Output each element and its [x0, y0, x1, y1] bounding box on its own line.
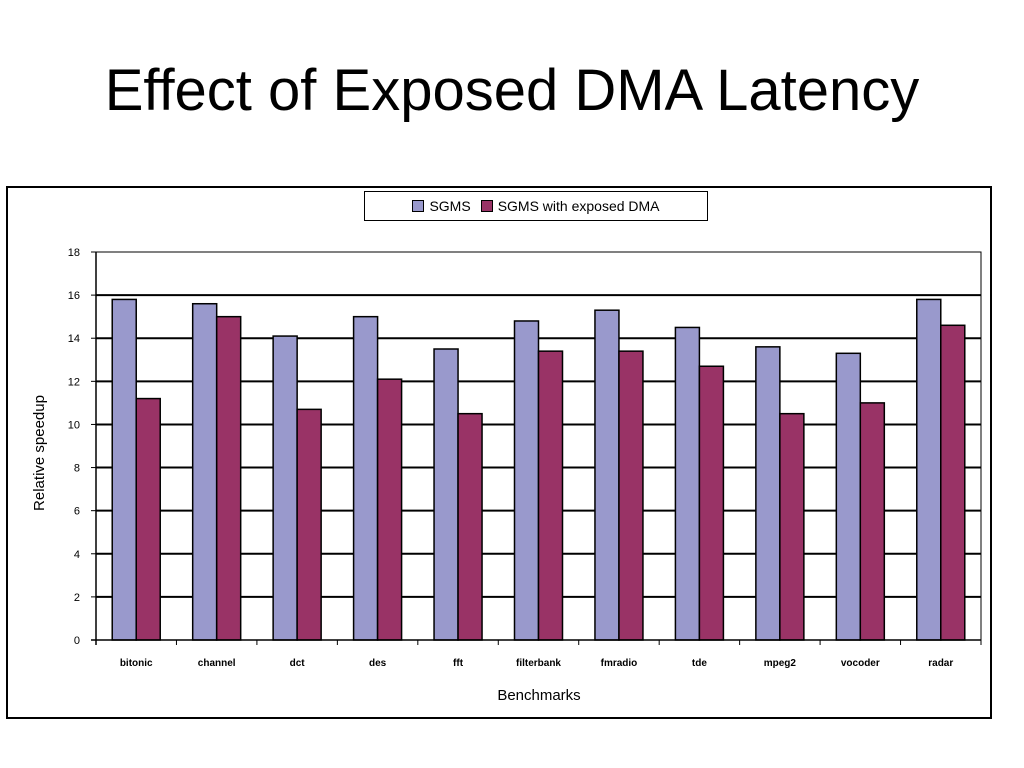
legend-swatch-sgms	[412, 200, 425, 212]
bar-sgms-des	[352, 315, 379, 641]
bar-exposed-dma-des	[376, 378, 403, 641]
legend-swatch-exposed-dma	[480, 200, 493, 212]
bar-exposed-dma-fft	[457, 412, 483, 641]
bar-sgms-fmradio	[594, 309, 620, 641]
y-tick-label: 18	[68, 247, 80, 259]
y-tick-label: 4	[74, 549, 80, 561]
bar-exposed-dma-fmradio	[618, 350, 644, 641]
x-tick-label: radar	[928, 658, 953, 669]
bar-sgms-bitonic	[111, 298, 137, 641]
x-tick-label: dct	[290, 658, 306, 669]
bar-sgms-vocoder	[835, 352, 862, 641]
bar-exposed-dma-vocoder	[859, 402, 886, 641]
bar-sgms-mpeg2	[755, 346, 781, 641]
x-tick-label: filterbank	[516, 658, 561, 669]
bar-sgms-fft	[433, 348, 459, 641]
axes	[91, 251, 982, 645]
bar-exposed-dma-bitonic	[135, 397, 161, 641]
y-tick-label: 16	[68, 290, 80, 302]
legend-item-sgms: SGMS	[412, 198, 471, 214]
x-tick-label: tde	[692, 658, 707, 669]
bars	[111, 298, 966, 641]
chart-frame	[6, 186, 992, 719]
x-tick-label: bitonic	[120, 658, 153, 669]
x-tick-label: des	[369, 658, 387, 669]
x-tick-label: fmradio	[601, 658, 638, 669]
y-axis-title: Relative speedup	[31, 395, 48, 511]
bar-exposed-dma-tde	[698, 365, 725, 641]
y-tick-label: 14	[68, 333, 80, 345]
bar-sgms-radar	[916, 298, 942, 641]
x-axis-title: Benchmarks	[497, 687, 580, 704]
bar-exposed-dma-dct	[296, 408, 322, 641]
bar-exposed-dma-radar	[940, 324, 966, 641]
bar-sgms-filterbank	[513, 320, 540, 641]
bar-exposed-dma-mpeg2	[779, 412, 805, 641]
x-tick-label: fft	[453, 658, 464, 669]
y-tick-label: 8	[74, 463, 80, 475]
y-tick-label: 2	[74, 592, 80, 604]
legend-label-sgms: SGMS	[429, 198, 471, 214]
x-tick-label: channel	[198, 658, 236, 669]
chart-legend: SGMS SGMS with exposed DMA	[364, 191, 708, 221]
bar-exposed-dma-filterbank	[537, 350, 564, 641]
y-tick-label: 12	[68, 376, 80, 388]
y-tick-label: 10	[68, 419, 80, 431]
y-tick-label: 0	[74, 635, 80, 647]
bar-sgms-dct	[272, 335, 298, 641]
bar-exposed-dma-channel	[215, 315, 242, 641]
legend-item-exposed-dma: SGMS with exposed DMA	[480, 198, 660, 214]
axis-labels: 0 2 4 6 8 10 12 14 16 18 bitonic channel dct des fft fi…	[68, 247, 954, 669]
x-tick-label: mpeg2	[764, 658, 797, 669]
slide-title: Effect of Exposed DMA Latency	[104, 58, 920, 123]
legend-label-exposed-dma: SGMS with exposed DMA	[497, 198, 660, 214]
bar-sgms-tde	[674, 326, 701, 641]
y-tick-label: 6	[74, 506, 80, 518]
x-tick-label: vocoder	[841, 658, 880, 669]
bar-sgms-channel	[191, 302, 218, 641]
